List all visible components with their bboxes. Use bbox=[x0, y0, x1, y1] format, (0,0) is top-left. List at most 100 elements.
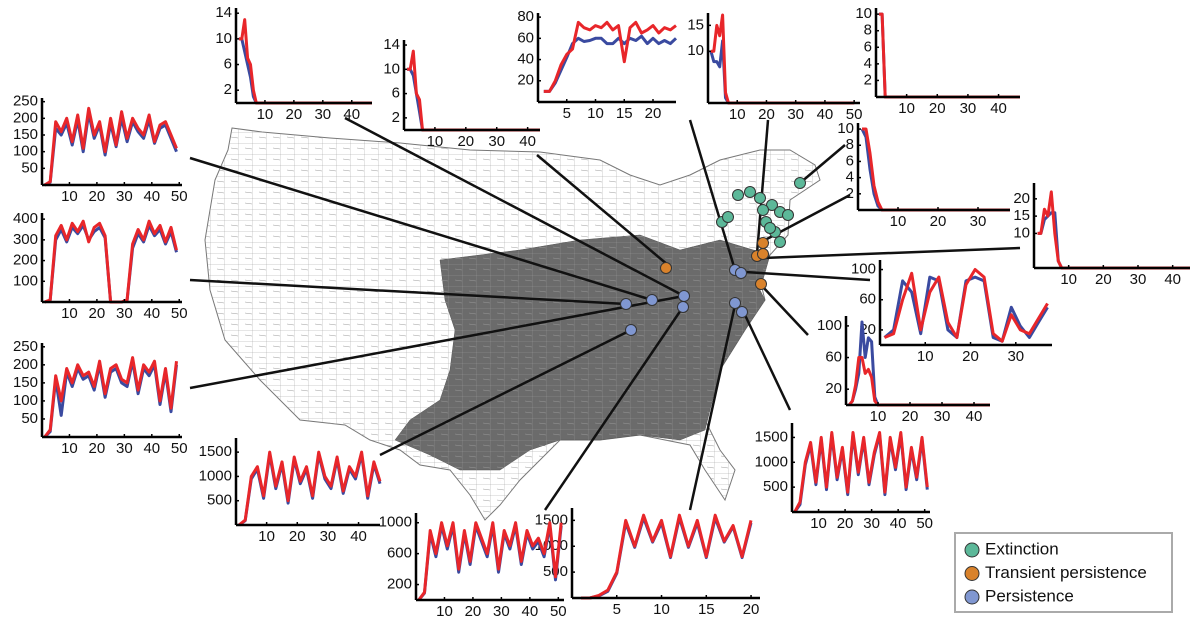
y-tick-label: 6 bbox=[846, 152, 854, 169]
series-line bbox=[543, 20, 677, 93]
site-marker bbox=[782, 209, 794, 221]
x-tick-label: 10 bbox=[890, 213, 907, 230]
legend-box bbox=[954, 532, 1173, 613]
x-tick-label: 40 bbox=[817, 106, 834, 123]
site-marker bbox=[766, 199, 778, 211]
series-line bbox=[238, 37, 372, 105]
series-line bbox=[543, 34, 678, 93]
y-tick-label: 50 bbox=[21, 410, 38, 427]
y-tick-label: 100 bbox=[13, 143, 38, 160]
inset-chart: 2 6 10 14 10 20 30 40 bbox=[215, 4, 372, 123]
y-tick-label: 10 bbox=[383, 60, 400, 77]
x-tick-label: 10 bbox=[653, 601, 670, 618]
connector-line bbox=[762, 246, 1021, 260]
y-tick-label: 2 bbox=[224, 81, 232, 98]
site-marker bbox=[729, 297, 741, 309]
y-tick-label: 60 bbox=[517, 29, 534, 46]
y-tick-label: 2 bbox=[392, 109, 400, 126]
x-tick-label: 30 bbox=[934, 408, 951, 425]
site-marker bbox=[757, 204, 769, 216]
x-tick-label: 30 bbox=[787, 106, 804, 123]
x-tick-label: 5 bbox=[563, 105, 571, 122]
x-tick-label: 10 bbox=[1060, 271, 1077, 288]
x-tick-label: 40 bbox=[143, 305, 160, 322]
y-tick-label: 200 bbox=[387, 576, 412, 593]
connector-line bbox=[688, 304, 737, 511]
x-tick-label: 40 bbox=[966, 408, 983, 425]
x-tick-label: 10 bbox=[898, 100, 915, 117]
series-line bbox=[879, 12, 1020, 99]
connector-line bbox=[189, 156, 653, 302]
series-line bbox=[581, 516, 753, 600]
y-tick-label: 600 bbox=[387, 545, 412, 562]
site-marker bbox=[735, 267, 747, 279]
x-tick-label: 30 bbox=[863, 515, 880, 532]
y-tick-label: 20 bbox=[517, 72, 534, 89]
site-marker bbox=[794, 177, 806, 189]
x-tick-label: 40 bbox=[890, 515, 907, 532]
y-tick-label: 100 bbox=[817, 317, 842, 334]
site-marker bbox=[678, 290, 690, 302]
y-tick-label: 20 bbox=[1013, 190, 1030, 207]
x-tick-label: 10 bbox=[427, 133, 444, 150]
x-tick-label: 10 bbox=[870, 408, 887, 425]
legend: Extinction Transient persistence Persisten… bbox=[954, 532, 1173, 613]
x-tick-label: 20 bbox=[929, 100, 946, 117]
y-tick-label: 1500 bbox=[755, 428, 788, 445]
x-tick-label: 10 bbox=[258, 528, 275, 545]
x-tick-label: 50 bbox=[846, 106, 863, 123]
x-tick-label: 50 bbox=[916, 515, 933, 532]
series-line bbox=[43, 106, 178, 187]
x-tick-label: 20 bbox=[837, 515, 854, 532]
x-tick-label: 40 bbox=[522, 603, 539, 620]
series-line bbox=[238, 450, 382, 527]
x-tick-label: 10 bbox=[61, 305, 78, 322]
y-tick-label: 400 bbox=[13, 210, 38, 227]
x-tick-label: 50 bbox=[550, 603, 567, 620]
y-tick-label: 10 bbox=[215, 30, 232, 47]
x-tick-label: 10 bbox=[917, 348, 934, 365]
y-tick-label: 100 bbox=[13, 392, 38, 409]
legend-label: Extinction bbox=[985, 539, 1059, 558]
series-line bbox=[860, 128, 1010, 212]
series-line bbox=[879, 12, 1020, 99]
shaded-region bbox=[395, 235, 770, 470]
y-tick-label: 15 bbox=[687, 16, 704, 33]
y-tick-label: 2 bbox=[846, 185, 854, 202]
site-marker bbox=[764, 222, 776, 234]
inset-chart: 10 15 10 20 30 40 50 bbox=[687, 13, 862, 123]
y-tick-label: 500 bbox=[207, 492, 232, 509]
y-tick-label: 1000 bbox=[199, 467, 232, 484]
x-tick-label: 20 bbox=[758, 106, 775, 123]
site-marker bbox=[757, 237, 769, 249]
x-tick-label: 20 bbox=[286, 106, 303, 123]
connector-line bbox=[189, 278, 627, 306]
x-tick-label: 40 bbox=[343, 106, 360, 123]
x-tick-label: 30 bbox=[960, 100, 977, 117]
site-marker bbox=[660, 262, 672, 274]
y-tick-label: 10 bbox=[855, 5, 872, 22]
connector-line bbox=[743, 314, 792, 411]
connector-line bbox=[755, 119, 770, 255]
x-tick-label: 20 bbox=[902, 408, 919, 425]
inset-chart: 100 200 300 400 10 20 30 40 50 bbox=[13, 210, 188, 322]
y-tick-label: 60 bbox=[825, 349, 842, 366]
x-tick-label: 20 bbox=[89, 188, 106, 205]
site-marker bbox=[757, 248, 769, 260]
site-marker bbox=[625, 324, 637, 336]
x-tick-label: 30 bbox=[116, 305, 133, 322]
y-tick-label: 100 bbox=[13, 272, 38, 289]
y-tick-label: 1000 bbox=[379, 514, 412, 531]
legend-label: Persistence bbox=[985, 586, 1074, 605]
sites bbox=[620, 177, 806, 336]
y-tick-label: 200 bbox=[13, 356, 38, 373]
x-tick-label: 30 bbox=[116, 188, 133, 205]
x-tick-label: 20 bbox=[645, 105, 662, 122]
us-map bbox=[204, 127, 821, 521]
y-tick-label: 6 bbox=[224, 55, 232, 72]
connector-line bbox=[744, 270, 871, 282]
y-tick-label: 80 bbox=[517, 8, 534, 25]
